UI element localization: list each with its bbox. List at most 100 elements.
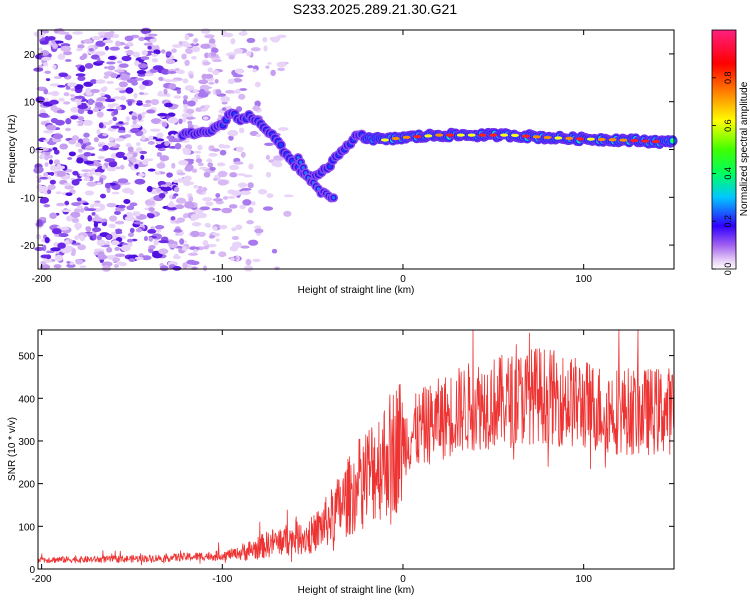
noise-blob: [238, 93, 246, 100]
noise-blob: [140, 134, 146, 141]
signal-peak: [456, 133, 465, 137]
noise-blob: [182, 98, 188, 106]
spectrogram-y-ticks: -20 -10 0 10 20: [21, 50, 674, 252]
noise-blob: [49, 137, 54, 144]
noise-blob: [271, 248, 278, 254]
noise-blob: [108, 136, 114, 142]
snr-panel: -200 -100 0 100 0 100 200 300 400 500 Height of …: [7, 329, 675, 596]
noise-blob: [64, 185, 75, 190]
noise-blob: [42, 62, 49, 67]
noise-blob: [240, 190, 252, 195]
noise-blob: [152, 65, 164, 71]
noise-blob: [161, 49, 166, 54]
noise-blob: [131, 153, 138, 158]
noise-blob: [77, 123, 84, 127]
noise-blob: [58, 72, 67, 78]
spectrogram-y-tick-label: 10: [24, 98, 36, 109]
noise-blob: [156, 132, 164, 139]
noise-blob: [47, 189, 52, 195]
noise-blob: [88, 48, 95, 52]
noise-blob: [150, 98, 160, 106]
noise-blob: [93, 221, 99, 228]
noise-blob: [92, 202, 102, 207]
noise-blob: [183, 175, 192, 182]
noise-blob: [129, 189, 135, 196]
noise-blob: [208, 152, 218, 157]
spectrogram-x-tick-label: -100: [212, 274, 232, 285]
noise-blob: [252, 258, 261, 263]
noise-blob: [167, 202, 176, 208]
spectrogram-x-tick-label: 0: [400, 274, 406, 285]
noise-blob: [248, 163, 254, 170]
noise-blob: [104, 182, 111, 189]
noise-blob: [183, 104, 189, 109]
noise-blob: [181, 148, 190, 152]
signal-peak: [467, 133, 476, 137]
noise-blob: [96, 128, 101, 135]
noise-blob: [114, 87, 126, 91]
snr-y-tick-label: 0: [29, 565, 35, 576]
noise-blob: [240, 151, 246, 158]
noise-blob: [56, 109, 65, 114]
noise-blob: [182, 262, 188, 269]
noise-blob: [58, 30, 66, 35]
noise-blob: [215, 89, 222, 95]
noise-blob: [52, 147, 58, 151]
noise-blob: [190, 42, 200, 47]
noise-blob: [233, 48, 244, 54]
noise-blob: [125, 87, 134, 94]
noise-blob: [173, 193, 179, 197]
noise-blob: [168, 79, 179, 83]
noise-blob: [247, 182, 254, 189]
noise-blob: [277, 67, 285, 72]
noise-blob: [37, 219, 43, 227]
noise-blob: [182, 78, 189, 84]
noise-blob: [140, 27, 152, 35]
noise-blob: [158, 76, 164, 81]
snr-x-ticks: -200 -100 0 100: [32, 330, 592, 585]
noise-blob: [44, 70, 51, 74]
noise-blob: [96, 57, 101, 62]
noise-blob: [60, 45, 72, 52]
noise-blob: [74, 84, 84, 90]
noise-blob: [147, 45, 152, 50]
noise-blob: [60, 165, 65, 170]
noise-blob: [176, 69, 185, 74]
noise-blob: [71, 217, 80, 224]
noise-blob: [114, 137, 125, 142]
noise-blob: [124, 215, 136, 222]
noise-blob: [159, 265, 169, 272]
noise-blob: [182, 213, 188, 219]
noise-blob: [186, 259, 197, 265]
noise-blob: [239, 204, 246, 210]
noise-blob: [99, 92, 106, 96]
noise-blob: [44, 162, 49, 167]
noise-blob: [155, 224, 165, 230]
noise-blob: [98, 122, 104, 129]
noise-blob: [119, 63, 129, 68]
signal-peak: [619, 138, 628, 142]
noise-blob: [96, 182, 102, 186]
noise-blob: [228, 54, 235, 60]
noise-blob: [156, 152, 162, 157]
noise-blob: [112, 96, 122, 100]
noise-blob: [124, 35, 134, 42]
noise-blob: [193, 38, 199, 43]
noise-blob: [49, 179, 56, 185]
noise-blob: [53, 149, 60, 155]
noise-blob: [217, 114, 223, 118]
noise-blob: [56, 171, 67, 177]
noise-blob: [247, 65, 254, 69]
noise-blob: [106, 61, 116, 65]
noise-blob: [228, 204, 238, 209]
noise-blob: [240, 245, 250, 249]
noise-blob: [246, 51, 252, 57]
noise-blob: [208, 81, 215, 85]
colorbar-ticks: 0.0 0.2 0.4 0.6 0.8: [712, 72, 733, 275]
noise-blob: [228, 135, 234, 141]
noise-blob: [102, 39, 114, 44]
noise-blob: [182, 117, 187, 123]
noise-blob: [120, 244, 131, 252]
noise-blob: [117, 178, 129, 184]
noise-blob: [242, 199, 252, 206]
